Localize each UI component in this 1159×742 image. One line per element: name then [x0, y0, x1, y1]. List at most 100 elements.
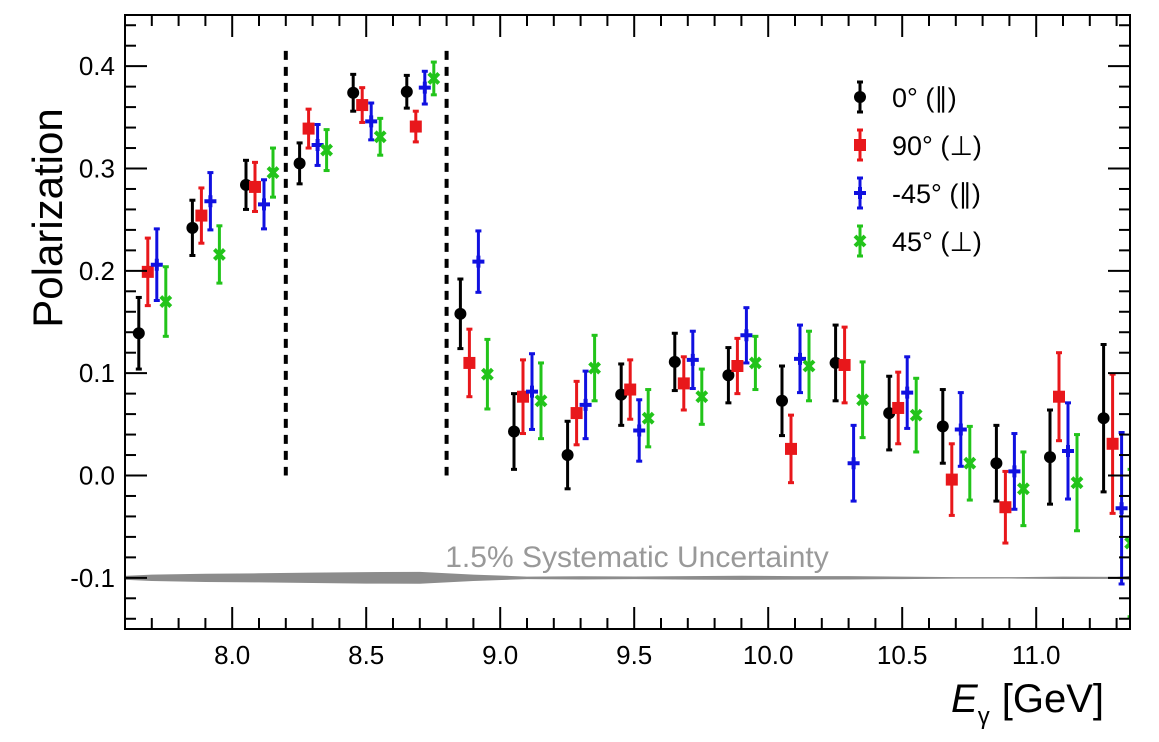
- data-point: [740, 329, 753, 342]
- data-point: [909, 408, 923, 422]
- data-point: [463, 356, 476, 369]
- y-tick-label: 0.4: [79, 51, 115, 81]
- data-point: [668, 355, 681, 368]
- data-point: [802, 359, 816, 373]
- data-point: [588, 361, 602, 375]
- data-point: [159, 295, 173, 308]
- data-point: [936, 420, 949, 433]
- x-axis-label-subscript: γ: [978, 703, 990, 730]
- data-point: [472, 255, 485, 268]
- x-axis-label-unit: [GeV]: [1002, 677, 1104, 721]
- data-point: [785, 442, 797, 455]
- data-point: [748, 356, 762, 370]
- data-point: [141, 265, 154, 278]
- y-tick-label: 0.2: [79, 256, 115, 286]
- data-point: [945, 473, 958, 486]
- data-point: [633, 424, 646, 437]
- data-point: [150, 258, 163, 271]
- data-point: [561, 449, 574, 462]
- x-tick-label: 11.0: [1012, 640, 1061, 670]
- legend-entry: 0° (∥): [854, 80, 957, 114]
- series-cross: [150, 69, 1128, 586]
- data-point: [534, 394, 548, 408]
- legend-entry: -45° (∥): [854, 176, 981, 210]
- x-tick-label: 9.5: [616, 640, 652, 670]
- data-point: [365, 115, 378, 128]
- data-point: [258, 198, 270, 211]
- legend-marker: [853, 234, 867, 248]
- data-point: [999, 501, 1012, 514]
- data-point: [624, 383, 637, 396]
- systematic-band-label: 1.5% Systematic Uncertainty: [445, 541, 828, 574]
- data-point: [266, 166, 280, 180]
- data-point: [293, 157, 306, 170]
- data-point: [1070, 476, 1084, 490]
- data-point: [1062, 444, 1074, 457]
- x-tick-label: 10.5: [877, 640, 928, 670]
- data-point: [856, 393, 870, 407]
- data-point: [954, 423, 967, 436]
- data-point: [427, 72, 441, 85]
- x-axis-label-symbol: E: [951, 677, 979, 721]
- data-point: [686, 353, 699, 366]
- data-point: [302, 122, 315, 135]
- y-tick-label: 0.0: [79, 461, 115, 491]
- data-point: [677, 377, 690, 390]
- data-point: [480, 367, 494, 381]
- region-divider-lines: [283, 50, 449, 476]
- legend-marker: [854, 91, 866, 103]
- data-point: [794, 352, 806, 365]
- legend-label: 90° (⊥): [892, 131, 982, 161]
- data-point: [1044, 451, 1056, 464]
- data-point: [212, 248, 226, 261]
- legend-label: -45° (∥): [892, 179, 981, 209]
- legend-entry: 45° (⊥): [853, 224, 982, 258]
- series-square: [141, 86, 1119, 545]
- data-point: [400, 85, 413, 98]
- x-tick-label: 9.0: [482, 640, 518, 670]
- x-tick-label: 8.0: [214, 640, 250, 670]
- x-tick-label: 10.0: [743, 640, 794, 670]
- data-point: [347, 86, 360, 99]
- data-point: [892, 401, 905, 414]
- y-tick-label: 0.3: [79, 154, 115, 184]
- y-tick-label: 0.1: [79, 358, 115, 388]
- data-point: [838, 358, 851, 371]
- data-point: [356, 99, 369, 112]
- data-point: [311, 138, 324, 151]
- legend: 0° (∥) 90° (⊥) -45° (∥) 45° (⊥): [853, 80, 982, 258]
- plot-frame: [124, 14, 1131, 630]
- data-point: [186, 221, 199, 234]
- data-point: [641, 411, 655, 425]
- axis-tick-labels: 8.0 8.5 9.0 9.5 10.0 10.5 11.0 -0.1 0.0 0.1 0.2 0.3…: [70, 51, 1060, 670]
- legend-label: 0° (∥): [892, 83, 957, 113]
- data-point: [1097, 412, 1110, 425]
- data-point: [132, 327, 145, 340]
- data-point: [963, 456, 977, 470]
- x-tick-label: 8.5: [348, 640, 384, 670]
- legend-marker: [854, 187, 866, 199]
- systematic-band: [125, 571, 1130, 584]
- axis-ticks: [124, 15, 1130, 629]
- data-point: [847, 457, 860, 470]
- series-circle: [132, 72, 1110, 506]
- data-point: [1016, 482, 1030, 496]
- data-point: [418, 81, 431, 94]
- data-point: [1053, 390, 1065, 403]
- data-point: [508, 425, 520, 438]
- data-point: [570, 407, 583, 420]
- data-point: [731, 360, 744, 373]
- data-point: [195, 209, 208, 222]
- data-point: [204, 195, 217, 208]
- series-x: [159, 60, 1130, 619]
- data-point: [517, 390, 529, 403]
- data-point: [373, 130, 387, 144]
- data-point: [1008, 465, 1021, 478]
- data-point: [901, 386, 914, 399]
- data-point: [1106, 437, 1119, 450]
- data-point: [695, 390, 709, 404]
- data-point: [722, 369, 735, 382]
- legend-entry: 90° (⊥): [854, 128, 982, 162]
- data-point: [776, 394, 788, 407]
